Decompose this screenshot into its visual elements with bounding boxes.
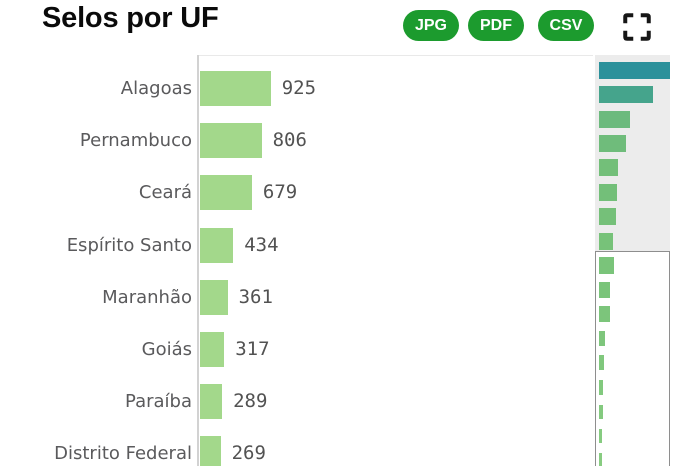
bar[interactable] (200, 123, 262, 159)
bar[interactable] (200, 227, 234, 263)
value-label: 806 (272, 129, 307, 152)
chart-row: Distrito Federal 269 (0, 436, 590, 466)
value-label: 679 (262, 181, 298, 204)
chart-row: Espírito Santo 434 (0, 227, 590, 263)
category-label: Paraíba (125, 391, 192, 413)
value-label: 269 (231, 442, 266, 465)
category-label: Distrito Federal (54, 443, 192, 465)
chart-scrollbar-navigator[interactable] (595, 55, 670, 466)
bar[interactable] (200, 436, 221, 466)
chart-row: Paraíba 289 (0, 384, 590, 420)
navigator-bar (599, 331, 605, 347)
category-label: Alagoas (120, 78, 192, 99)
chart-row: Maranhão 361 (0, 279, 590, 315)
navigator-bar (599, 86, 653, 104)
chart-row: Goiás 317 (0, 332, 590, 367)
navigator-bar (599, 281, 610, 298)
navigator-bar (599, 135, 626, 153)
value-label: 434 (244, 233, 279, 256)
bar[interactable] (200, 175, 252, 211)
navigator-bar (599, 110, 630, 128)
category-label: Goiás (141, 339, 192, 360)
fullscreen-icon[interactable] (621, 12, 653, 42)
chart-title: Selos por UF (42, 2, 219, 34)
value-label: 289 (233, 390, 268, 413)
plot-top-gridline (197, 55, 593, 56)
navigator-bar (599, 404, 603, 419)
navigator-bar (599, 429, 602, 444)
value-label: 925 (281, 77, 317, 99)
export-pdf-button[interactable]: PDF (468, 10, 524, 41)
chart-row: Alagoas 925 (0, 71, 590, 106)
category-label: Maranhão (102, 286, 192, 308)
export-jpg-button[interactable]: JPG (403, 10, 459, 41)
category-label: Espírito Santo (66, 234, 192, 256)
navigator-bar (599, 208, 616, 226)
navigator-bar (599, 183, 617, 201)
bar[interactable] (200, 71, 271, 106)
bar[interactable] (200, 279, 228, 315)
navigator-bar (599, 159, 618, 177)
bar[interactable] (200, 384, 223, 420)
value-label: 317 (235, 338, 270, 360)
navigator-bar (599, 232, 613, 250)
bar[interactable] (200, 332, 225, 367)
navigator-bar (599, 306, 610, 323)
chart-row: Ceará 679 (0, 175, 590, 211)
category-axis-line (197, 55, 199, 466)
category-label: Ceará (138, 182, 192, 204)
navigator-bar (599, 379, 603, 395)
value-label: 361 (238, 285, 273, 308)
navigator-bar (599, 453, 602, 466)
navigator-bar (599, 256, 614, 274)
export-csv-button[interactable]: CSV (538, 10, 594, 41)
navigator-bar (599, 62, 670, 79)
navigator-bar (599, 355, 604, 371)
category-label: Pernambuco (79, 130, 192, 152)
chart-row: Pernambuco 806 (0, 123, 590, 159)
